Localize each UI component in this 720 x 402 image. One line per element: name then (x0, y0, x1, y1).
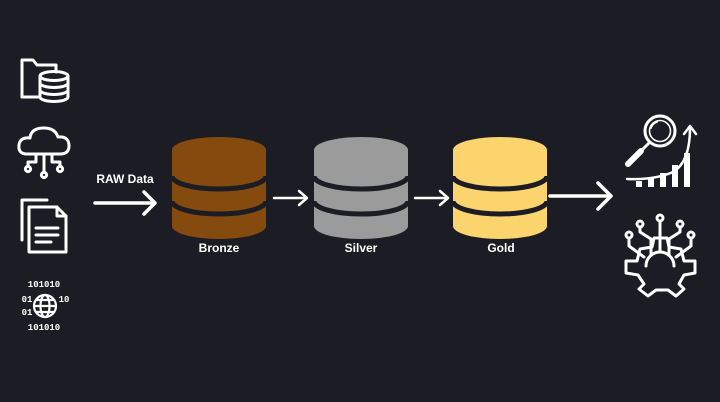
folder-database-icon (20, 58, 70, 103)
binary-row: 01 (22, 295, 33, 305)
gold-database-bands (450, 175, 550, 217)
gold-label: Gold (487, 241, 514, 255)
binary-globe-icon: 101010 01 10 01 101010 (22, 280, 70, 333)
binary-row: 10 (59, 295, 70, 305)
binary-row: 101010 (28, 280, 60, 290)
binary-row: 101010 (28, 323, 60, 333)
binary-row: 01 (22, 308, 33, 318)
gold-to-output-arrow (548, 181, 613, 211)
documents-icon (20, 198, 68, 254)
bar-chart-icon (636, 153, 690, 187)
gold-database: Gold (450, 137, 550, 255)
silver-database-bands (311, 175, 411, 217)
gear-circuit-icon (624, 213, 697, 298)
globe-icon (32, 293, 58, 319)
raw-data-arrow (93, 190, 157, 216)
bronze-to-silver-arrow (272, 189, 309, 207)
bronze-label: Bronze (199, 241, 240, 255)
bronze-database-bands (169, 175, 269, 217)
bronze-database: Bronze (169, 137, 269, 255)
silver-to-gold-arrow (413, 189, 450, 207)
silver-label: Silver (345, 241, 378, 255)
cloud-network-icon (17, 126, 71, 180)
raw-data-label: RAW Data (96, 172, 154, 186)
silver-database: Silver (311, 137, 411, 255)
